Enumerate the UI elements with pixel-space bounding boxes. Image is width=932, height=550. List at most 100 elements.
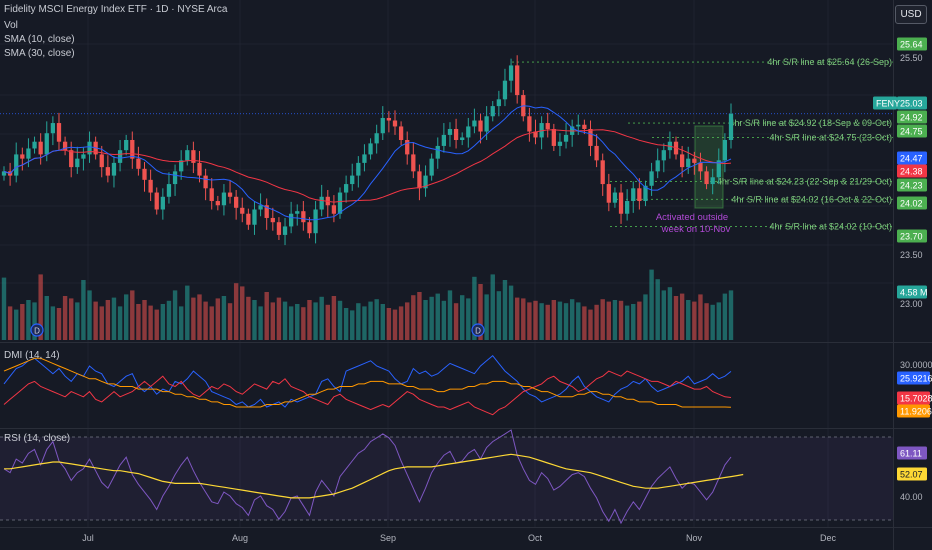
candle-body	[215, 201, 220, 206]
rsi-ma-tag-bg	[897, 467, 927, 481]
volume-bar	[459, 295, 465, 340]
candle-body	[26, 148, 31, 159]
candle-body	[20, 154, 25, 159]
volume-bar	[154, 309, 159, 340]
candle-body	[490, 106, 495, 117]
candle-body	[453, 128, 459, 140]
volume-bar	[172, 290, 178, 340]
candle-body	[374, 133, 379, 144]
candle-body	[533, 131, 538, 138]
candle-body	[417, 171, 422, 189]
candle-body	[295, 211, 300, 214]
candle-body	[515, 65, 520, 96]
candle-body	[588, 128, 593, 146]
candle-body	[423, 175, 428, 189]
volume-bar	[545, 304, 550, 340]
candle-body	[661, 150, 666, 161]
volume-bar	[606, 301, 612, 340]
volume-bar	[466, 298, 471, 340]
volume-bar	[343, 308, 349, 340]
volume-bar	[81, 280, 86, 340]
volume-bar	[50, 306, 56, 340]
candle-body	[478, 120, 483, 132]
candle-body	[307, 222, 312, 234]
dmi-legend: DMI (14, 14)	[4, 350, 60, 361]
candle-body	[545, 123, 550, 129]
vol-legend: Vol	[4, 20, 18, 31]
rsi-ma-tag: 52.07	[900, 470, 923, 480]
candle-body	[56, 123, 62, 142]
volume-bar	[478, 284, 483, 340]
x-tick-label: Dec	[820, 533, 837, 543]
candle-body	[343, 184, 349, 193]
volume-bar	[288, 306, 294, 340]
candle-body	[87, 141, 92, 155]
volume-bar	[301, 307, 306, 340]
sr-price-tag: 25.64	[900, 40, 923, 50]
volume-bar	[405, 302, 410, 340]
volume-bar	[649, 269, 654, 340]
candle-body	[197, 162, 202, 176]
volume-bar	[270, 302, 276, 340]
candle-body	[301, 211, 306, 223]
minus-di-line	[3, 370, 732, 416]
candle-body	[398, 126, 404, 140]
volume-bar	[435, 293, 440, 340]
currency-button[interactable]: USD	[895, 5, 927, 24]
volume-bar	[521, 298, 526, 340]
last-price-tag-bg	[897, 96, 927, 110]
candle-body	[441, 134, 447, 146]
volume-bar	[362, 306, 367, 340]
plus-di-tag-bg	[897, 371, 930, 385]
volume-bar	[380, 304, 385, 340]
candle-body	[728, 113, 734, 140]
candle-body	[185, 150, 190, 161]
volume-bar	[594, 304, 599, 340]
volume-bar	[673, 296, 679, 340]
volume-bar	[44, 296, 49, 340]
volume-bar	[441, 300, 447, 340]
candle-body	[655, 160, 660, 172]
volume-bar	[686, 300, 691, 340]
volume-bar	[203, 301, 208, 340]
plus-di-tag: 25.9216	[900, 374, 932, 384]
candle-body	[130, 140, 135, 159]
volume-bar	[32, 302, 37, 340]
volume-tag: 4.58 M	[900, 288, 928, 298]
volume-bar	[698, 294, 703, 340]
candle-body	[625, 201, 630, 214]
candle-body	[356, 162, 361, 176]
sr-price-tag-bg	[897, 178, 927, 192]
volume-bar	[246, 296, 251, 340]
candle-body	[105, 167, 110, 176]
annotation-line2: week on 10-Nov	[661, 224, 731, 235]
volume-bar	[398, 306, 404, 340]
candle-body	[649, 171, 654, 186]
candle-body	[551, 128, 556, 146]
candle-body	[234, 196, 239, 208]
rsi-band	[0, 437, 893, 520]
candle-body	[612, 192, 618, 203]
volume-bar	[423, 300, 428, 340]
volume-bar	[136, 304, 141, 340]
volume-bars	[1, 269, 734, 340]
rsi-tag-bg	[897, 446, 927, 460]
volume-bar	[1, 277, 7, 340]
volume-bar	[618, 300, 624, 340]
candle-body	[350, 175, 355, 185]
volume-bar	[264, 292, 269, 340]
candle-body	[429, 158, 434, 176]
volume-bar	[374, 299, 379, 340]
volume-bar	[117, 306, 123, 340]
volume-bar	[105, 300, 111, 340]
rsi-tag: 61.11	[900, 449, 922, 459]
candle-body	[331, 205, 337, 214]
volume-bar	[582, 306, 587, 340]
candle-body	[686, 158, 691, 168]
candle-body	[692, 158, 697, 163]
sma10-tag: 24.47	[900, 154, 923, 164]
volume-bar	[276, 297, 282, 340]
volume-bar	[227, 303, 233, 340]
volume-bar	[624, 305, 630, 340]
